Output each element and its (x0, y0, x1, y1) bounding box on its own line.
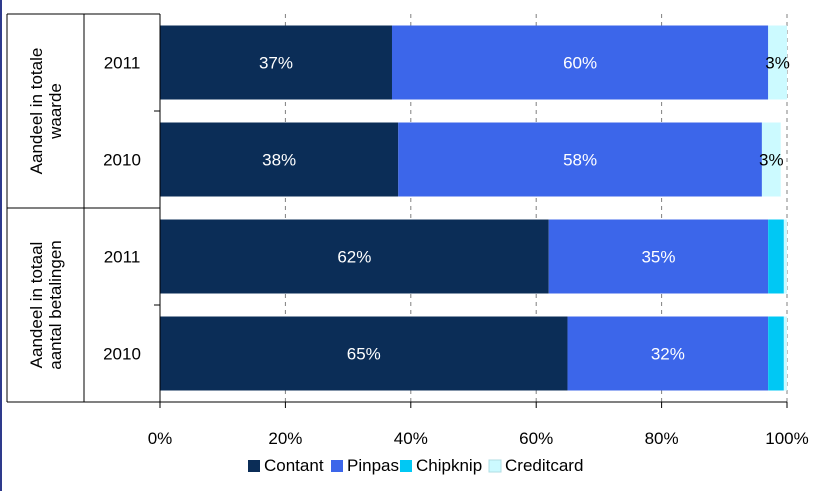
category-label: 2010 (103, 345, 141, 364)
group-label-line: aantal betalingen (46, 240, 65, 370)
bar-segment-contant (160, 122, 399, 197)
data-label: 37% (259, 54, 293, 73)
group-label-line: Aandeel in totale (27, 48, 46, 175)
bar-segment-contant (160, 25, 392, 100)
x-tick-label: 0% (148, 429, 173, 448)
data-label: 60% (563, 54, 597, 73)
data-label: 58% (563, 151, 597, 170)
category-label: 2011 (104, 54, 141, 73)
data-label: 38% (262, 151, 296, 170)
bar-segment-contant (160, 316, 568, 391)
group-label-line: waarde (46, 83, 65, 140)
legend-swatch (400, 460, 412, 472)
x-tick-label: 80% (645, 429, 679, 448)
legend-swatch (488, 459, 502, 473)
x-tick-label: 20% (268, 429, 302, 448)
legend-label: Pinpas (347, 456, 399, 475)
bar-segment-creditcard (783, 316, 787, 391)
category-label: 2011 (104, 248, 141, 267)
group-label-line: Aandeel in totaal (27, 242, 46, 369)
category-label: 2010 (103, 151, 141, 170)
group-label: Aandeel in totaalaantal betalingen (27, 240, 65, 370)
group-label: Aandeel in totalewaarde (27, 48, 65, 175)
legend-swatch (248, 460, 260, 472)
bar-segment-chipknip (768, 316, 784, 391)
bar-segment-pinpas (391, 25, 769, 100)
data-label: 32% (651, 345, 685, 364)
x-tick-label: 40% (394, 429, 428, 448)
bar-segment-creditcard (768, 25, 787, 100)
legend-label: Contant (264, 456, 324, 475)
bar-segment-pinpas (548, 219, 769, 294)
data-label: 3% (765, 54, 790, 73)
data-label: 62% (337, 248, 371, 267)
legend-label: Creditcard (505, 456, 583, 475)
bar-segment-creditcard (761, 122, 781, 197)
legend-label: Chipknip (416, 456, 482, 475)
bar-segment-chipknip (768, 219, 784, 294)
bar-segment-pinpas (567, 316, 769, 391)
data-label: 35% (641, 248, 675, 267)
x-tick-label: 100% (765, 429, 808, 448)
legend-swatch (331, 460, 343, 472)
bar-segment-creditcard (783, 219, 787, 294)
data-label: 3% (759, 151, 784, 170)
bar-segment-contant (160, 219, 549, 294)
data-label: 65% (347, 345, 381, 364)
bar-segment-pinpas (398, 122, 762, 197)
frame-left-border (0, 0, 2, 491)
x-tick-label: 60% (519, 429, 553, 448)
